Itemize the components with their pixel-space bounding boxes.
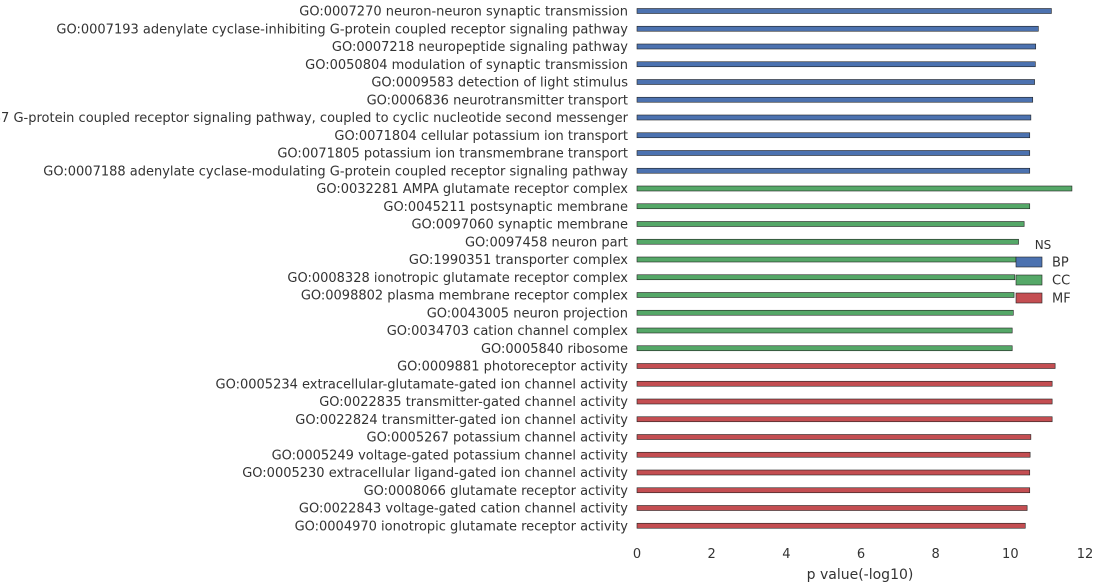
x-tick-label: 0 <box>633 547 641 562</box>
x-tick-label: 12 <box>1077 547 1094 562</box>
category-label: GO:0009583 detection of light stimulus <box>371 76 628 91</box>
x-tick-label: 6 <box>857 547 865 562</box>
bar-bp <box>636 132 1031 139</box>
category-label: GO:0007218 neuropeptide signaling pathwa… <box>332 40 628 55</box>
legend-swatch-bp <box>1015 256 1043 268</box>
bar-mf <box>636 451 1031 458</box>
category-label: GO:0007193 adenylate cyclase-inhibiting … <box>56 22 628 37</box>
category-label: GO:0045211 postsynaptic membrane <box>383 200 628 215</box>
bar-cc <box>636 221 1025 227</box>
bar-bp <box>636 167 1031 174</box>
bar-cc <box>636 203 1031 210</box>
bar-cc <box>636 256 1017 263</box>
bar-bp <box>636 43 1037 50</box>
bar-cc <box>636 327 1013 334</box>
bar-mf <box>636 487 1031 494</box>
category-label: GO:0007270 neuron-neuron synaptic transm… <box>299 5 628 20</box>
bar-cc <box>636 238 1019 245</box>
bar-bp <box>636 25 1039 32</box>
category-label: GO:0008066 glutamate receptor activity <box>364 484 629 499</box>
x-tick-label: 8 <box>932 547 940 562</box>
bar-cc <box>636 292 1015 298</box>
category-label: GO:0034703 cation channel complex <box>387 324 629 339</box>
category-label: GO:0022824 transmitter-gated ion channel… <box>295 413 628 428</box>
bar-mf <box>636 380 1053 387</box>
legend-swatch-cc <box>1015 274 1043 286</box>
category-label: GO:0022835 transmitter-gated channel act… <box>319 395 628 410</box>
legend-swatch-mf <box>1015 292 1043 304</box>
bar-cc <box>636 274 1016 281</box>
category-label: GO:0097060 synaptic membrane <box>411 218 628 233</box>
category-label: GO:0097458 neuron part <box>465 235 628 250</box>
bar-mf <box>636 522 1026 529</box>
legend-label-cc: CC <box>1052 274 1070 289</box>
bar-mf <box>636 398 1053 405</box>
legend-label-mf: MF <box>1052 292 1071 307</box>
bars-layer <box>636 8 1073 529</box>
bar-mf <box>636 469 1031 476</box>
category-label: GO:0005267 potassium channel activity <box>367 431 629 446</box>
legend-label-bp: BP <box>1052 256 1069 271</box>
category-label: GO:0005230 extracellular ligand-gated io… <box>242 466 628 481</box>
bar-bp <box>636 114 1032 121</box>
bar-cc <box>636 309 1014 316</box>
category-label: GO:0008328 ionotropic glutamate receptor… <box>287 271 628 286</box>
x-tick-label: 2 <box>708 547 716 562</box>
bar-mf <box>636 363 1056 369</box>
bar-cc <box>636 345 1013 352</box>
category-label: GO:0050804 modulation of synaptic transm… <box>305 58 628 73</box>
category-label: GO:0032281 AMPA glutamate receptor compl… <box>316 182 628 197</box>
x-tick-label: 4 <box>782 547 790 562</box>
category-label: GO:0009881 photoreceptor activity <box>397 360 628 375</box>
category-label: GO:1990351 transporter complex <box>409 253 628 268</box>
category-label: GO:0071804 cellular potassium ion transp… <box>334 129 628 144</box>
category-labels: GO:0007270 neuron-neuron synaptic transm… <box>0 5 629 535</box>
bar-mf <box>636 505 1028 511</box>
x-axis: 0 2 4 6 8 10 12 <box>633 547 1093 562</box>
category-label: GO:0071805 potassium ion transmembrane t… <box>277 147 628 162</box>
bar-cc <box>636 185 1073 192</box>
x-tick-label: 10 <box>1002 547 1019 562</box>
category-label: GO:0022843 voltage-gated cation channel … <box>299 502 628 517</box>
category-label: GO:0005840 ribosome <box>481 342 628 357</box>
category-label: GO:0006836 neurotransmitter transport <box>367 93 628 108</box>
bar-bp <box>636 61 1036 68</box>
category-label: GO:0005234 extracellular-glutamate-gated… <box>216 377 629 392</box>
category-label: GO:0004970 ionotropic glutamate receptor… <box>295 519 629 534</box>
category-label: GO:0007187 G-protein coupled receptor si… <box>0 111 629 126</box>
category-label: GO:0007188 adenylate cyclase-modulating … <box>43 164 628 179</box>
bar-bp <box>636 96 1034 103</box>
bar-bp <box>636 150 1031 156</box>
legend-title: NS <box>1035 238 1052 252</box>
bar-bp <box>636 79 1035 85</box>
x-axis-label: p value(-log10) <box>807 567 914 583</box>
category-label: GO:0098802 plasma membrane receptor comp… <box>301 289 628 304</box>
bar-bp <box>636 8 1052 14</box>
bar-mf <box>636 434 1032 440</box>
bar-mf <box>636 416 1053 423</box>
category-label: GO:0043005 neuron projection <box>427 306 628 321</box>
category-label: GO:0005249 voltage-gated potassium chann… <box>272 448 629 463</box>
